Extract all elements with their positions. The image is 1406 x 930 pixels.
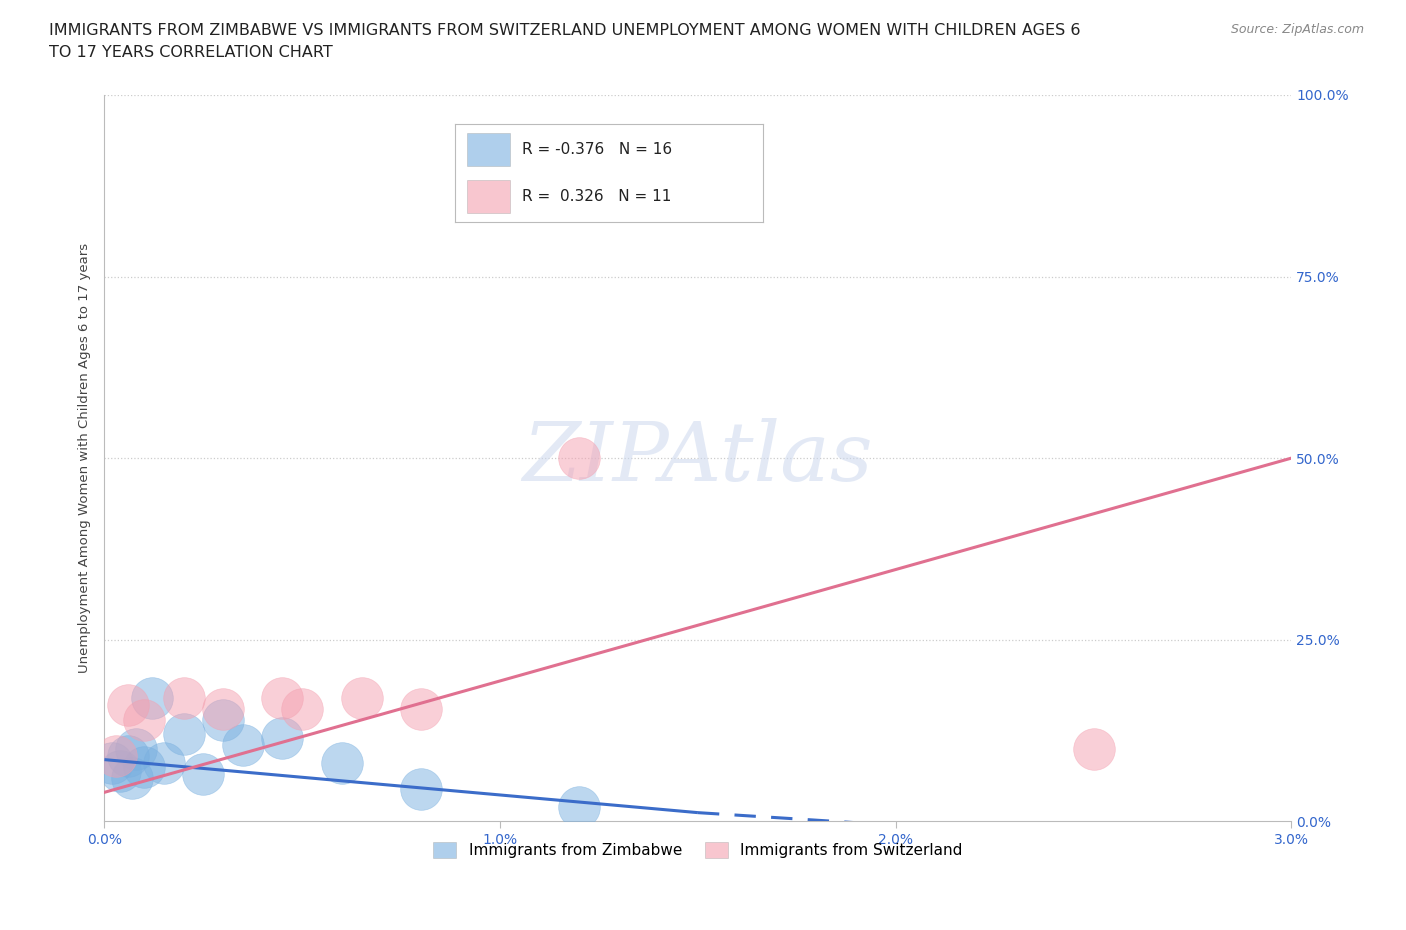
Text: ZIPAtlas: ZIPAtlas (523, 418, 873, 498)
Point (173, 726, 195, 741)
Point (409, 701, 432, 716)
Point (271, 730, 294, 745)
Point (141, 690, 163, 705)
Point (153, 756, 176, 771)
Point (101, 756, 124, 771)
Point (212, 712, 235, 727)
Legend: Immigrants from Zimbabwe, Immigrants from Switzerland: Immigrants from Zimbabwe, Immigrants fro… (427, 836, 969, 865)
Point (291, 701, 314, 716)
Point (121, 770, 143, 785)
Y-axis label: Unemployment Among Women with Children Ages 6 to 17 years: Unemployment Among Women with Children A… (79, 243, 91, 673)
Point (1083, 741, 1105, 756)
Point (232, 737, 254, 752)
Point (212, 701, 235, 716)
Point (117, 698, 139, 712)
Text: TO 17 YEARS CORRELATION CHART: TO 17 YEARS CORRELATION CHART (49, 45, 333, 60)
Point (193, 766, 215, 781)
Point (110, 764, 132, 778)
Point (271, 690, 294, 705)
Text: Source: ZipAtlas.com: Source: ZipAtlas.com (1230, 23, 1364, 36)
Point (105, 749, 128, 764)
Point (125, 741, 148, 756)
Text: IMMIGRANTS FROM ZIMBABWE VS IMMIGRANTS FROM SWITZERLAND UNEMPLOYMENT AMONG WOMEN: IMMIGRANTS FROM ZIMBABWE VS IMMIGRANTS F… (49, 23, 1081, 38)
Point (350, 690, 373, 705)
Point (173, 690, 195, 705)
Point (132, 760, 155, 775)
Point (568, 800, 591, 815)
Point (409, 781, 432, 796)
Point (568, 451, 591, 466)
Point (330, 756, 353, 771)
Point (132, 712, 155, 727)
Point (117, 749, 139, 764)
